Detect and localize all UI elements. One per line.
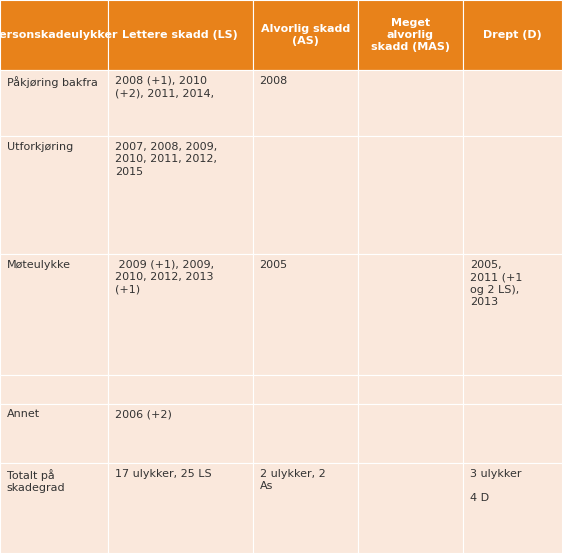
Text: 2005,
2011 (+1
og 2 LS),
2013: 2005, 2011 (+1 og 2 LS), 2013 [470,260,522,307]
Bar [108,375,253,404]
Text: 2008 (+1), 2010
(+2), 2011, 2014,: 2008 (+1), 2010 (+2), 2011, 2014, [115,76,214,98]
Bar [0,404,108,463]
Bar [253,463,358,553]
Bar [463,463,562,553]
Text: Utforkjøring: Utforkjøring [7,142,73,152]
Bar [0,137,108,254]
Bar [358,463,463,553]
Text: 2 ulykker, 2
As: 2 ulykker, 2 As [260,468,325,491]
Bar [358,375,463,404]
Bar [358,404,463,463]
Text: 2005: 2005 [260,260,288,270]
Bar [253,70,358,137]
Text: Personskadeulykker: Personskadeulykker [0,30,117,40]
Bar [463,137,562,254]
Text: Alvorlig skadd
(AS): Alvorlig skadd (AS) [261,24,350,46]
Bar [0,375,108,404]
Bar [463,254,562,375]
Text: Lettere skadd (LS): Lettere skadd (LS) [123,30,238,40]
Bar [253,0,358,70]
Bar [253,404,358,463]
Bar [108,404,253,463]
Bar [0,254,108,375]
Text: 2006 (+2): 2006 (+2) [115,409,172,419]
Text: 3 ulykker

4 D: 3 ulykker 4 D [470,468,521,503]
Bar [253,254,358,375]
Bar [463,0,562,70]
Text: 2009 (+1), 2009,
2010, 2012, 2013
(+1): 2009 (+1), 2009, 2010, 2012, 2013 (+1) [115,260,214,295]
Bar [358,137,463,254]
Bar [108,70,253,137]
Bar [0,463,108,553]
Bar [108,137,253,254]
Bar [253,137,358,254]
Text: Annet: Annet [7,409,40,419]
Bar [463,404,562,463]
Text: 17 ulykker, 25 LS: 17 ulykker, 25 LS [115,468,211,479]
Bar [358,70,463,137]
Text: Møteulykke: Møteulykke [7,260,71,270]
Text: Meget
alvorlig
skadd (MAS): Meget alvorlig skadd (MAS) [371,18,450,53]
Bar [358,0,463,70]
Bar [0,70,108,137]
Bar [0,0,108,70]
Text: Totalt på
skadegrad: Totalt på skadegrad [7,468,65,493]
Bar [108,463,253,553]
Text: Påkjøring bakfra: Påkjøring bakfra [7,76,98,87]
Bar [108,254,253,375]
Bar [463,70,562,137]
Text: Drept (D): Drept (D) [483,30,542,40]
Bar [108,0,253,70]
Bar [463,375,562,404]
Text: 2008: 2008 [260,76,288,86]
Bar [358,254,463,375]
Bar [253,375,358,404]
Text: 2007, 2008, 2009,
2010, 2011, 2012,
2015: 2007, 2008, 2009, 2010, 2011, 2012, 2015 [115,142,217,176]
